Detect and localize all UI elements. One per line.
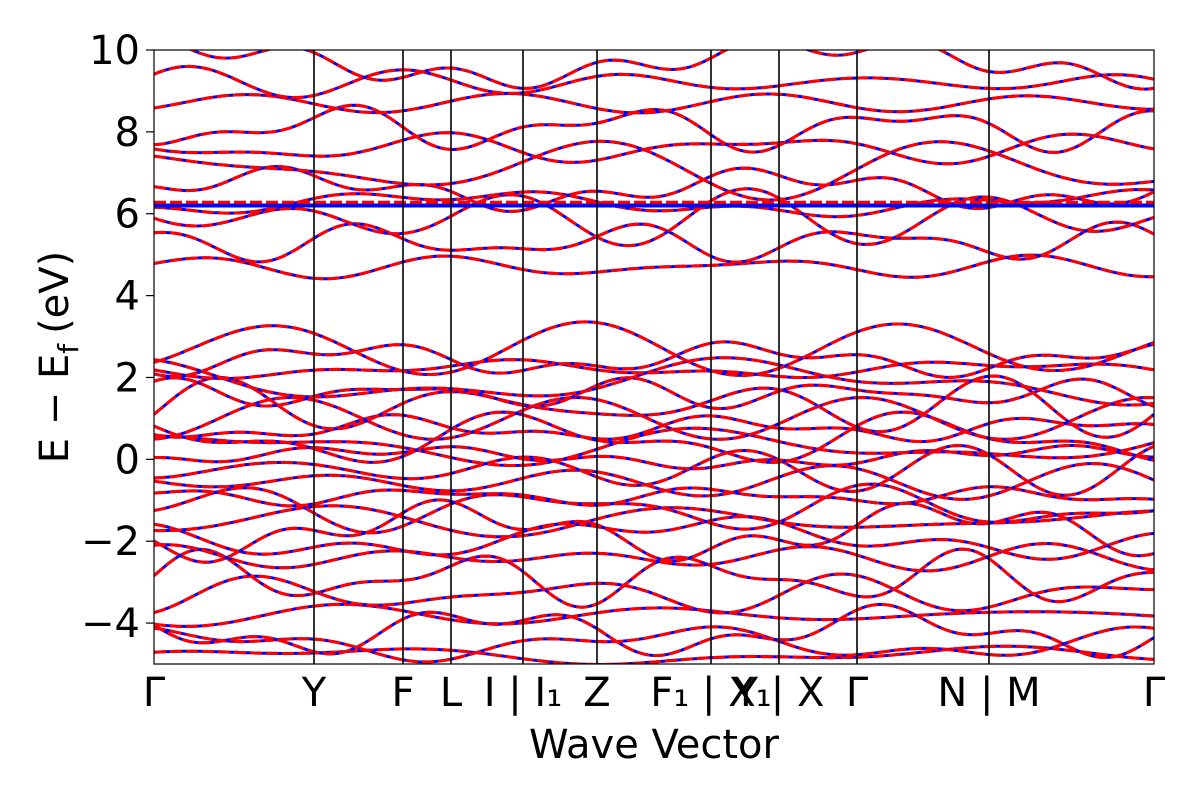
- y-tick-label: 8: [115, 110, 140, 156]
- band-line-red: [154, 164, 1154, 213]
- band-line-red: [154, 187, 1154, 248]
- x-tick-label: Γ: [846, 670, 869, 716]
- y-tick-label: 0: [115, 437, 140, 483]
- band-line-red: [154, 602, 1154, 660]
- band-line-red: [154, 139, 1154, 202]
- band-line-blue: [188, 50, 1154, 91]
- y-axis-title-unit: (eV): [32, 251, 78, 334]
- band-line-red: [154, 462, 1154, 501]
- band-line-red: [154, 426, 1154, 467]
- band-line-red: [154, 188, 1154, 219]
- band-line-red: [154, 541, 1154, 573]
- band-line-red: [154, 602, 1154, 628]
- y-tick-label: −4: [81, 601, 140, 647]
- band-line-blue: [154, 131, 1154, 166]
- y-tick-label: 10: [89, 28, 140, 74]
- x-tick-label: I | I₁: [484, 670, 563, 716]
- x-tick-label: Z: [583, 670, 610, 716]
- band-line-red: [154, 376, 1154, 410]
- band-line-red: [154, 413, 1154, 444]
- band-line-red: [154, 374, 1154, 439]
- y-axis-title-main: E − E: [32, 354, 78, 464]
- y-tick-label: −2: [81, 519, 140, 565]
- band-line-red: [154, 625, 1154, 664]
- y-tick-label: 2: [115, 355, 140, 401]
- band-line-red: [154, 91, 1154, 115]
- x-tick-label: F: [391, 670, 414, 716]
- band-line-red: [154, 340, 1154, 379]
- y-axis-title-subscript: f: [52, 343, 85, 354]
- band-line-red: [188, 50, 1154, 91]
- x-tick-label: L: [440, 670, 463, 716]
- band-line-red: [154, 131, 1154, 166]
- band-line-red: [154, 64, 1154, 100]
- x-tick-label: Y | X: [733, 670, 825, 716]
- band-line-blue: [154, 395, 1154, 441]
- y-axis-title: E − Ef (eV): [32, 251, 85, 464]
- x-tick-label: Y: [301, 670, 327, 716]
- x-tick-label: Γ: [1143, 670, 1166, 716]
- x-axis-title: Wave Vector: [529, 722, 780, 768]
- band-line-red: [154, 572, 1154, 615]
- band-line-red: [154, 515, 1154, 561]
- x-tick-label: N | M: [937, 670, 1040, 716]
- band-lines: [154, 50, 1154, 664]
- band-line-red: [154, 444, 1154, 471]
- y-tick-label: 6: [115, 192, 140, 238]
- band-line-red: [154, 358, 1154, 380]
- y-tick-label: 4: [115, 274, 140, 320]
- high-symmetry-lines: [313, 50, 990, 664]
- x-tick-label: F₁ | X₁: [650, 670, 771, 716]
- band-line-red: [154, 253, 1154, 281]
- band-line-red: [154, 547, 1154, 609]
- plot-frame: [153, 49, 1155, 665]
- band-line-red: [154, 356, 1154, 407]
- x-tick-label: Γ: [143, 670, 166, 716]
- band-line-red: [154, 320, 1154, 377]
- y-axis-ticks: −4 −2 0 2 4 6 8 10: [81, 28, 154, 647]
- band-line-red: [154, 220, 1154, 264]
- band-line-red: [154, 485, 1154, 508]
- band-line-red: [154, 103, 1154, 154]
- band-line-red: [154, 482, 1154, 535]
